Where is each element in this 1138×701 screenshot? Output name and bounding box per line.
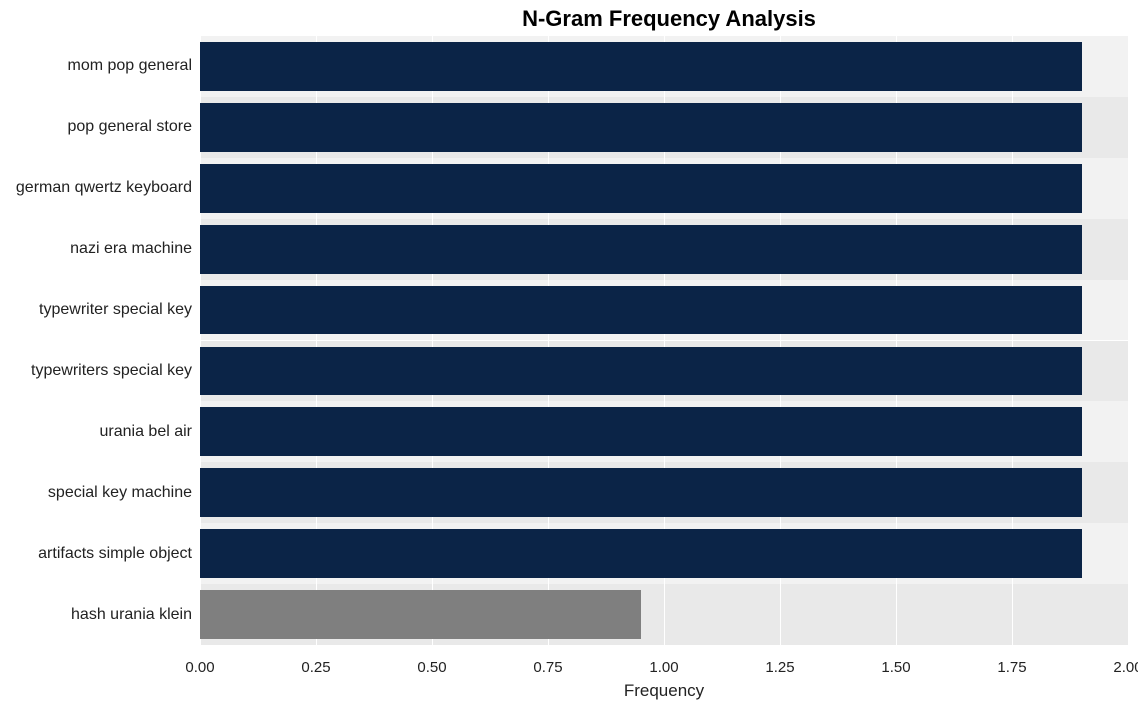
bar bbox=[200, 590, 641, 639]
bar bbox=[200, 468, 1082, 517]
y-tick-label: nazi era machine bbox=[70, 240, 200, 258]
bar-row: pop general store bbox=[200, 103, 1128, 152]
y-tick-label: urania bel air bbox=[100, 423, 201, 441]
bar-row: nazi era machine bbox=[200, 225, 1128, 274]
y-tick-label: german qwertz keyboard bbox=[16, 179, 200, 197]
x-tick-label: 0.50 bbox=[417, 645, 446, 676]
bar bbox=[200, 407, 1082, 456]
bar bbox=[200, 347, 1082, 396]
x-gridline bbox=[1128, 36, 1129, 645]
chart-container: N-Gram Frequency Analysis Frequency 0.00… bbox=[0, 0, 1138, 701]
bar bbox=[200, 225, 1082, 274]
x-tick-label: 0.00 bbox=[185, 645, 214, 676]
bar-row: special key machine bbox=[200, 468, 1128, 517]
bar-row: artifacts simple object bbox=[200, 529, 1128, 578]
bar-row: hash urania klein bbox=[200, 590, 1128, 639]
x-tick-label: 1.75 bbox=[997, 645, 1026, 676]
y-tick-label: special key machine bbox=[48, 484, 200, 502]
x-tick-label: 1.25 bbox=[765, 645, 794, 676]
plot-area: Frequency 0.000.250.500.751.001.251.501.… bbox=[200, 36, 1128, 645]
x-tick-label: 1.50 bbox=[881, 645, 910, 676]
chart-title: N-Gram Frequency Analysis bbox=[0, 0, 1138, 32]
y-tick-label: typewriter special key bbox=[39, 301, 200, 319]
bar bbox=[200, 103, 1082, 152]
bar-row: typewriter special key bbox=[200, 286, 1128, 335]
x-tick-label: 1.00 bbox=[649, 645, 678, 676]
y-tick-label: hash urania klein bbox=[71, 606, 200, 624]
bar-row: urania bel air bbox=[200, 407, 1128, 456]
bar bbox=[200, 42, 1082, 91]
y-tick-label: artifacts simple object bbox=[38, 545, 200, 563]
y-tick-label: typewriters special key bbox=[31, 362, 200, 380]
x-tick-label: 0.75 bbox=[533, 645, 562, 676]
bar-row: german qwertz keyboard bbox=[200, 164, 1128, 213]
bar-row: typewriters special key bbox=[200, 347, 1128, 396]
y-tick-label: pop general store bbox=[67, 118, 200, 136]
x-tick-label: 2.00 bbox=[1113, 645, 1138, 676]
bar-row: mom pop general bbox=[200, 42, 1128, 91]
bar bbox=[200, 164, 1082, 213]
y-tick-label: mom pop general bbox=[67, 57, 200, 75]
bar bbox=[200, 529, 1082, 578]
bar bbox=[200, 286, 1082, 335]
x-tick-label: 0.25 bbox=[301, 645, 330, 676]
